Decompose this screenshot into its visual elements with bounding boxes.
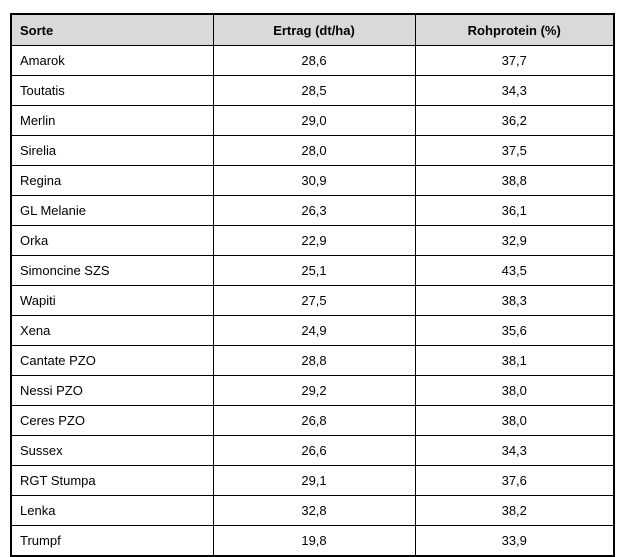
table-row: Trumpf 19,8 33,9 — [10, 525, 615, 557]
cell-ertrag: 30,9 — [212, 165, 416, 196]
cell-sorte: Toutatis — [10, 75, 214, 106]
variety-results-table-wrap: Sorte Ertrag (dt/ha) Rohprotein (%) Amar… — [10, 13, 615, 557]
cell-sorte: GL Melanie — [10, 195, 214, 226]
table-row: Merlin 29,0 36,2 — [10, 105, 615, 136]
cell-sorte: Cantate PZO — [10, 345, 214, 376]
cell-ertrag: 28,8 — [212, 345, 416, 376]
cell-sorte: Sussex — [10, 435, 214, 466]
table-row: Simoncine SZS 25,1 43,5 — [10, 255, 615, 286]
cell-rohprotein: 36,2 — [414, 105, 615, 136]
cell-ertrag: 22,9 — [212, 225, 416, 256]
cell-ertrag: 24,9 — [212, 315, 416, 346]
cell-rohprotein: 38,8 — [414, 165, 615, 196]
cell-rohprotein: 35,6 — [414, 315, 615, 346]
cell-ertrag: 26,3 — [212, 195, 416, 226]
table-row: RGT Stumpa 29,1 37,6 — [10, 465, 615, 496]
table-row: Amarok 28,6 37,7 — [10, 45, 615, 76]
cell-ertrag: 29,2 — [212, 375, 416, 406]
cell-rohprotein: 37,6 — [414, 465, 615, 496]
cell-ertrag: 26,6 — [212, 435, 416, 466]
cell-rohprotein: 34,3 — [414, 75, 615, 106]
cell-ertrag: 27,5 — [212, 285, 416, 316]
cell-sorte: Ceres PZO — [10, 405, 214, 436]
cell-sorte: Merlin — [10, 105, 214, 136]
column-header-rohprotein: Rohprotein (%) — [414, 13, 615, 46]
header-row: Sorte Ertrag (dt/ha) Rohprotein (%) — [10, 13, 615, 46]
cell-rohprotein: 37,7 — [414, 45, 615, 76]
cell-rohprotein: 38,3 — [414, 285, 615, 316]
cell-rohprotein: 38,0 — [414, 375, 615, 406]
table-body: Amarok 28,6 37,7 Toutatis 28,5 34,3 Merlin 29,0… — [10, 45, 615, 557]
cell-sorte: Xena — [10, 315, 214, 346]
cell-ertrag: 28,5 — [212, 75, 416, 106]
cell-sorte: Trumpf — [10, 525, 214, 557]
variety-results-table: Sorte Ertrag (dt/ha) Rohprotein (%) Amar… — [10, 13, 615, 557]
cell-rohprotein: 32,9 — [414, 225, 615, 256]
table-row: Sirelia 28,0 37,5 — [10, 135, 615, 166]
cell-ertrag: 28,6 — [212, 45, 416, 76]
table-row: Regina 30,9 38,8 — [10, 165, 615, 196]
cell-ertrag: 28,0 — [212, 135, 416, 166]
cell-sorte: Sirelia — [10, 135, 214, 166]
table-row: GL Melanie 26,3 36,1 — [10, 195, 615, 226]
cell-sorte: Wapiti — [10, 285, 214, 316]
column-header-sorte: Sorte — [10, 13, 214, 46]
cell-ertrag: 29,0 — [212, 105, 416, 136]
cell-sorte: Lenka — [10, 495, 214, 526]
table-row: Toutatis 28,5 34,3 — [10, 75, 615, 106]
cell-rohprotein: 38,0 — [414, 405, 615, 436]
table-row: Wapiti 27,5 38,3 — [10, 285, 615, 316]
cell-rohprotein: 34,3 — [414, 435, 615, 466]
table-row: Sussex 26,6 34,3 — [10, 435, 615, 466]
cell-sorte: Orka — [10, 225, 214, 256]
cell-rohprotein: 33,9 — [414, 525, 615, 557]
column-header-ertrag: Ertrag (dt/ha) — [212, 13, 416, 46]
cell-rohprotein: 37,5 — [414, 135, 615, 166]
table-row: Lenka 32,8 38,2 — [10, 495, 615, 526]
cell-rohprotein: 43,5 — [414, 255, 615, 286]
cell-sorte: Nessi PZO — [10, 375, 214, 406]
cell-ertrag: 25,1 — [212, 255, 416, 286]
cell-rohprotein: 38,1 — [414, 345, 615, 376]
cell-ertrag: 29,1 — [212, 465, 416, 496]
cell-sorte: Simoncine SZS — [10, 255, 214, 286]
table-row: Nessi PZO 29,2 38,0 — [10, 375, 615, 406]
table-row: Xena 24,9 35,6 — [10, 315, 615, 346]
cell-ertrag: 19,8 — [212, 525, 416, 557]
table-row: Cantate PZO 28,8 38,1 — [10, 345, 615, 376]
cell-rohprotein: 38,2 — [414, 495, 615, 526]
cell-rohprotein: 36,1 — [414, 195, 615, 226]
table-row: Orka 22,9 32,9 — [10, 225, 615, 256]
table-row: Ceres PZO 26,8 38,0 — [10, 405, 615, 436]
cell-sorte: Amarok — [10, 45, 214, 76]
cell-sorte: Regina — [10, 165, 214, 196]
cell-sorte: RGT Stumpa — [10, 465, 214, 496]
cell-ertrag: 32,8 — [212, 495, 416, 526]
table-header: Sorte Ertrag (dt/ha) Rohprotein (%) — [10, 13, 615, 46]
cell-ertrag: 26,8 — [212, 405, 416, 436]
